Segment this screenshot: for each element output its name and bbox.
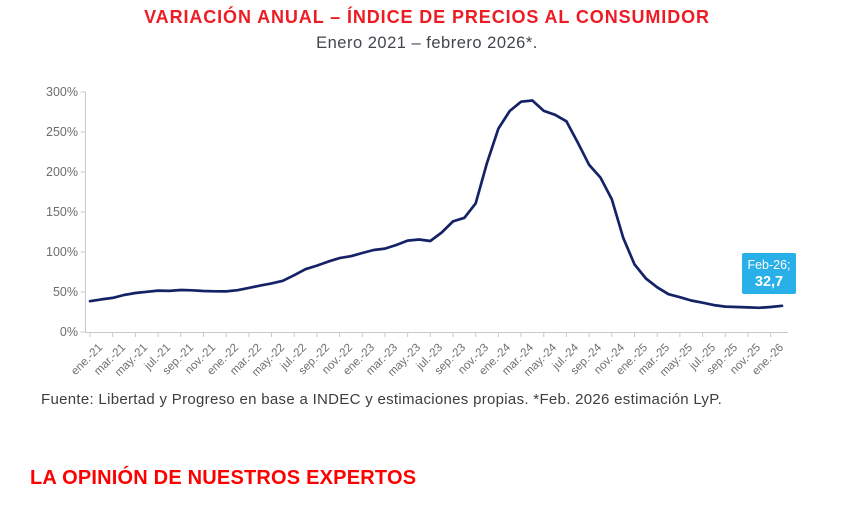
y-axis-tick-label: 250% — [46, 125, 78, 139]
line-chart-svg — [80, 91, 788, 337]
y-axis-tick-label: 100% — [46, 245, 78, 259]
data-label-category: Feb-26; — [747, 257, 791, 272]
y-axis-tick-label: 300% — [46, 85, 78, 99]
source-note: Fuente: Libertad y Progreso en base a IN… — [41, 391, 723, 408]
cpi-line-series — [88, 99, 784, 310]
chart-title: VARIACIÓN ANUAL – ÍNDICE DE PRECIOS AL C… — [144, 7, 710, 27]
data-label-feb26: Feb-26; 32,7 — [742, 253, 796, 294]
y-axis-tick-label: 0% — [59, 325, 78, 339]
y-axis-tick-label: 50% — [52, 285, 78, 299]
chart-subtitle: Enero 2021 – febrero 2026*. — [316, 34, 538, 52]
y-axis-tick-label: 150% — [46, 205, 78, 219]
y-axis-tick-label: 200% — [46, 165, 78, 179]
experts-section-heading: LA OPINIÓN DE NUESTROS EXPERTOS — [30, 467, 417, 489]
data-label-value: 32,7 — [754, 273, 784, 290]
